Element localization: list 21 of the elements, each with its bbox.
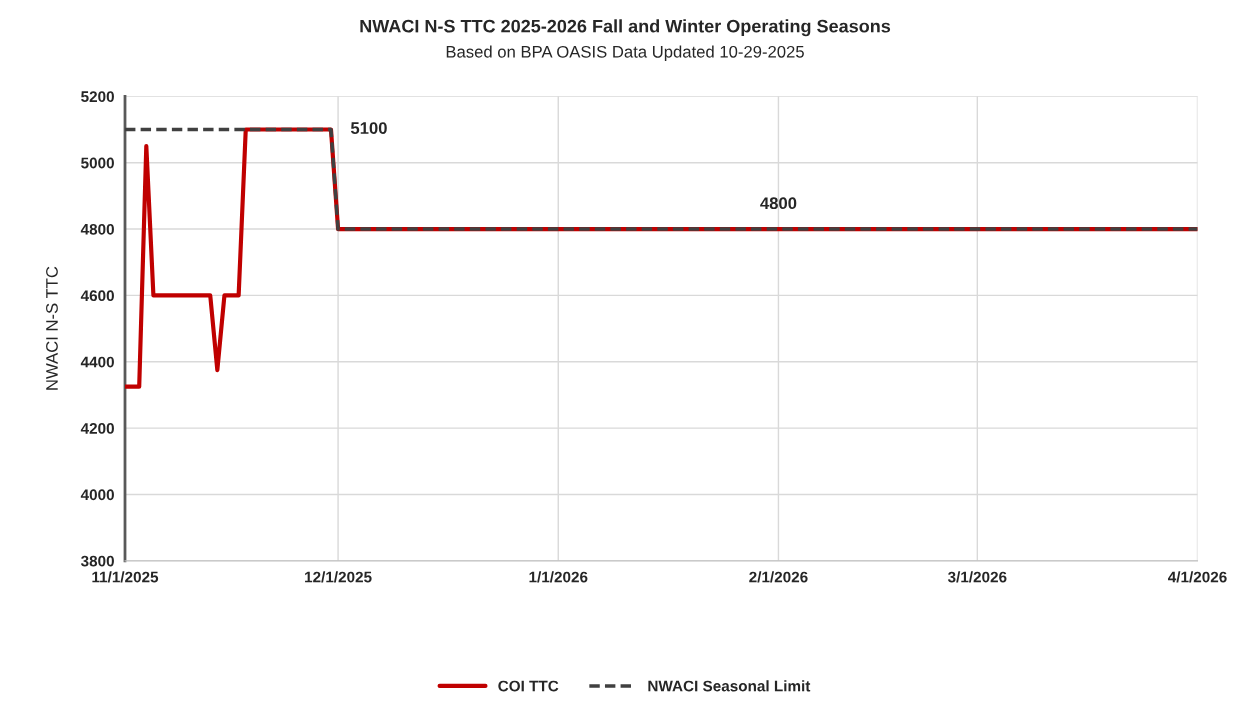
y-tick-label: 4800 [80,223,114,235]
y-tick-label: 5200 [81,91,114,103]
chart-subtitle: Based on BPA OASIS Data Updated 10-29-2025 [446,45,804,61]
chart-title: NWACI N-S TTC 2025-2026 Fall and Winter Operating Seasons [360,19,891,37]
annotation: 5100 [350,122,387,134]
y-tick-label: 4400 [80,356,114,368]
annotation: 4800 [760,197,797,210]
x-tick-label: 3/1/2026 [947,571,1007,583]
y-tick-label: 3800 [80,555,114,567]
x-tick-label: 1/1/2026 [529,571,588,583]
y-tick-label: 5000 [81,157,114,169]
x-tick-label: 12/1/2025 [305,571,372,583]
y-axis-title: NWACI N-S TTC [46,266,58,390]
legend-label: COI TTC [498,680,559,692]
x-tick-label: 4/1/2026 [1168,571,1227,583]
legend-label: NWACI Seasonal Limit [648,680,811,692]
x-tick-label: 11/1/2025 [92,571,159,583]
x-tick-label: 2/1/2026 [749,571,808,583]
y-tick-label: 4000 [80,489,114,501]
y-tick-label: 4600 [80,290,114,302]
y-tick-label: 4200 [80,422,114,434]
